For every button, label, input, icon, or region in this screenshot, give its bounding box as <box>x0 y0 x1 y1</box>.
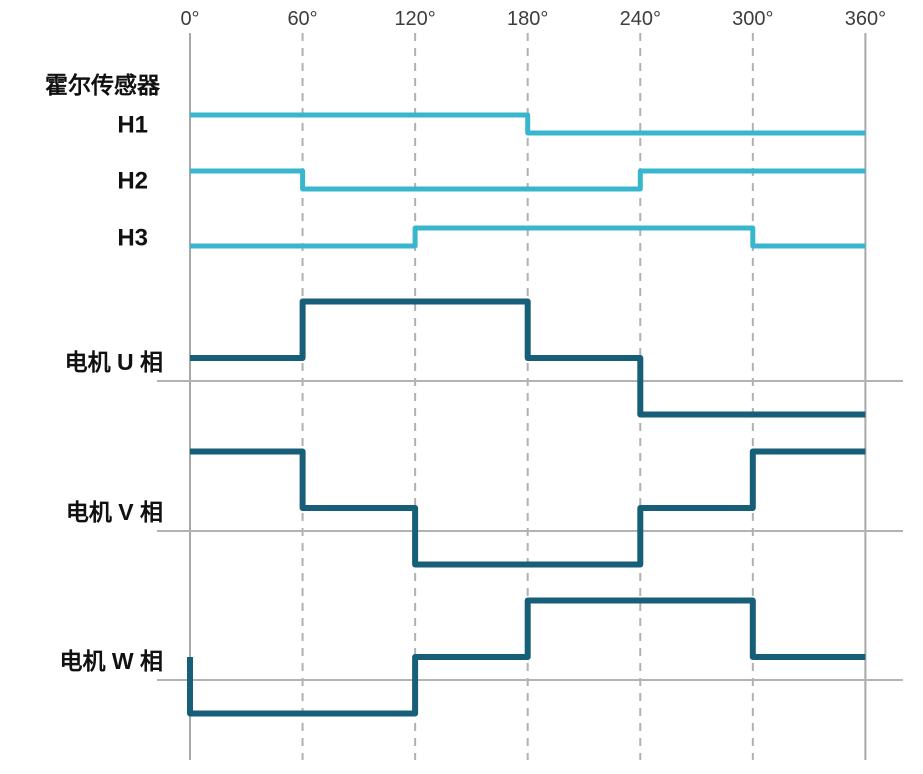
waveform-h2 <box>190 168 866 192</box>
signal-label-u: 电机 U 相 <box>65 349 163 375</box>
signal-label-h3: H3 <box>117 225 148 252</box>
axis-tick-label-360deg: 360° <box>845 8 886 30</box>
signal-label-v: 电机 V 相 <box>66 499 163 525</box>
signal-label-h2: H2 <box>117 168 148 195</box>
waveform-w <box>187 597 866 717</box>
signal-label-w: 电机 W 相 <box>60 648 164 674</box>
axis-tick-label-60deg: 60° <box>287 8 317 30</box>
hall-group-header-label: 霍尔传感器 <box>45 72 161 98</box>
waveform-h1 <box>190 112 866 136</box>
axis-tick-label-180deg: 180° <box>507 8 548 30</box>
axis-tick-label-120deg: 120° <box>394 8 435 30</box>
signal-label-h1: H1 <box>117 112 148 139</box>
axis-tick-label-240deg: 240° <box>620 8 661 30</box>
waveform-h3 <box>190 225 866 249</box>
axis-tick-label-300deg: 300° <box>732 8 773 30</box>
axis-tick-label-0deg: 0° <box>180 8 199 30</box>
waveform-v <box>190 448 866 568</box>
waveform-u <box>190 298 866 418</box>
